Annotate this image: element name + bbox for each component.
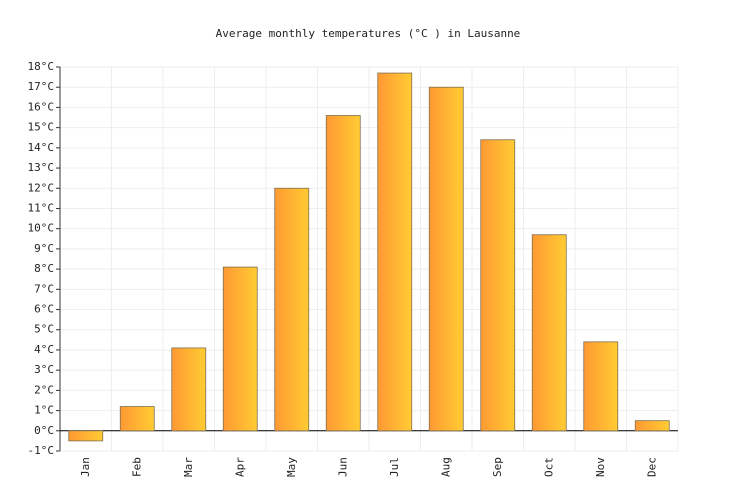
x-tick-label: Apr [233, 457, 246, 477]
y-tick-label: 14°C [28, 141, 55, 154]
bar [634, 420, 670, 432]
x-tick-label: Aug [439, 457, 452, 477]
x-tick-label: Jun [336, 457, 349, 477]
y-tick-label: 9°C [34, 242, 54, 255]
bar [119, 406, 155, 432]
chart-title: Average monthly temperatures (°C ) in La… [216, 27, 521, 40]
bar [274, 187, 310, 432]
y-tick-label: 1°C [34, 404, 54, 417]
y-tick-label: 10°C [28, 222, 55, 235]
x-tick-label: Oct [542, 457, 555, 477]
bar [428, 86, 464, 432]
x-tick-label: Nov [594, 457, 607, 477]
y-tick-label: 17°C [28, 80, 55, 93]
y-tick-label: 11°C [28, 201, 55, 214]
bar [377, 72, 413, 432]
y-tick-label: 8°C [34, 262, 54, 275]
x-tick-label: Jul [388, 457, 401, 477]
x-tick-label: Sep [491, 457, 504, 477]
y-tick-label: 3°C [34, 363, 54, 376]
y-tick-label: 7°C [34, 282, 54, 295]
bar [480, 139, 516, 432]
x-tick-label: May [285, 457, 298, 477]
y-tick-label: 5°C [34, 323, 54, 336]
y-tick-label: 6°C [34, 303, 54, 316]
y-tick-label: 13°C [28, 161, 55, 174]
bar [222, 266, 258, 432]
bar [325, 115, 361, 432]
bar [583, 341, 619, 432]
y-tick-label: 16°C [28, 100, 55, 113]
x-tick-label: Feb [130, 457, 143, 477]
y-tick-label: -1°C [28, 444, 55, 457]
y-tick-label: 18°C [28, 60, 55, 73]
x-tick-label: Dec [645, 457, 658, 477]
y-tick-label: 15°C [28, 121, 55, 134]
y-tick-label: 12°C [28, 181, 55, 194]
x-tick-label: Jan [79, 457, 92, 477]
bar [171, 347, 207, 432]
bar [531, 234, 567, 432]
x-tick-label: Mar [182, 457, 195, 477]
y-tick-label: 2°C [34, 383, 54, 396]
y-tick-label: 0°C [34, 424, 54, 437]
bar [68, 430, 104, 442]
y-tick-label: 4°C [34, 343, 54, 356]
